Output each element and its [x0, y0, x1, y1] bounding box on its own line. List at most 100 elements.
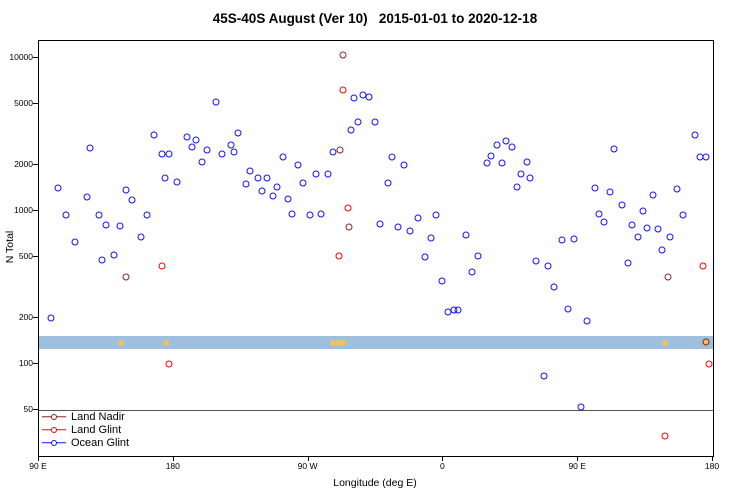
legend-label: Land Glint: [71, 423, 122, 436]
data-point-ocean-glint: [86, 144, 94, 152]
data-point-ocean-glint: [654, 225, 662, 233]
data-point-ocean-glint: [62, 211, 70, 219]
data-point-ocean-glint: [212, 98, 220, 106]
y-tick-label: 10000: [9, 52, 33, 63]
data-point-ocean-glint: [165, 150, 173, 158]
data-point-ocean-glint: [192, 136, 200, 144]
x-tick-mark: [172, 456, 174, 461]
data-point-ocean-glint: [474, 252, 482, 260]
data-point-ocean-glint: [526, 174, 534, 182]
data-point-ocean-glint: [161, 174, 169, 182]
data-point-ocean-glint: [263, 174, 271, 182]
data-point-ocean-glint: [288, 210, 296, 218]
data-point-ocean-glint: [618, 201, 626, 209]
band-mark: [329, 339, 336, 346]
band-mark: [163, 339, 170, 346]
data-point-ocean-glint: [454, 306, 462, 314]
data-point-ocean-glint: [427, 234, 435, 242]
y-tick-label: 50: [23, 404, 33, 414]
data-point-ocean-glint: [406, 227, 414, 235]
data-point-ocean-glint: [606, 188, 614, 196]
data-point-land-nadir: [345, 223, 353, 231]
y-tick-label: 5000: [14, 98, 33, 109]
legend-marker-icon: [42, 412, 66, 422]
data-point-ocean-glint: [279, 153, 287, 161]
data-point-ocean-glint: [269, 192, 277, 200]
data-point-ocean-glint: [540, 372, 548, 380]
data-point-ocean-glint: [294, 161, 302, 169]
band-mark: [118, 339, 125, 346]
data-point-land-glint: [339, 86, 347, 94]
data-point-ocean-glint: [666, 233, 674, 241]
data-point-ocean-glint: [624, 259, 632, 267]
y-tick-mark: [33, 256, 38, 258]
data-point-ocean-glint: [550, 283, 558, 291]
data-point-ocean-glint: [371, 118, 378, 126]
chart-title: 45S-40S August (Ver 10) 2015-01-01 to 20…: [212, 11, 538, 26]
data-point-land-glint: [699, 262, 706, 270]
data-point-ocean-glint: [246, 167, 254, 175]
data-point-ocean-glint: [483, 159, 491, 167]
legend-entry: Ocean Glint: [42, 436, 129, 449]
reference-line-50: [39, 410, 713, 411]
data-point-ocean-glint: [658, 246, 666, 254]
y-tick-mark: [33, 103, 38, 105]
x-tick-label: 180: [704, 461, 720, 471]
data-point-ocean-glint: [173, 178, 181, 186]
y-tick-label: 1000: [14, 205, 33, 216]
data-point-ocean-glint: [517, 170, 525, 178]
data-point-ocean-glint: [122, 186, 130, 194]
x-axis-label: Longitude (deg E): [333, 477, 417, 489]
data-point-ocean-glint: [388, 153, 396, 161]
data-point-ocean-glint: [600, 218, 608, 226]
data-point-ocean-glint: [312, 170, 320, 178]
data-point-ocean-glint: [143, 211, 151, 219]
data-point-land-nadir: [336, 146, 344, 154]
data-point-ocean-glint: [198, 158, 206, 166]
y-tick-mark: [33, 317, 38, 318]
data-point-ocean-glint: [227, 141, 235, 149]
data-point-ocean-glint: [350, 94, 358, 102]
y-tick-mark: [33, 57, 38, 59]
data-point-ocean-glint: [432, 211, 440, 219]
data-point-ocean-glint: [513, 183, 521, 191]
legend-marker-icon: [42, 438, 66, 448]
highlight-band: [39, 336, 713, 350]
legend: Land Nadir Land Glint Ocean Glint: [42, 410, 129, 449]
data-point-ocean-glint: [610, 145, 618, 153]
x-tick-mark: [307, 456, 309, 461]
data-point-ocean-glint: [83, 193, 91, 201]
data-point-ocean-glint: [508, 143, 516, 151]
data-point-ocean-glint: [414, 214, 422, 222]
data-point-land-glint: [158, 262, 166, 270]
data-point-ocean-glint: [691, 131, 699, 139]
data-point-ocean-glint: [421, 253, 429, 261]
legend-entry: Land Glint: [42, 423, 129, 436]
y-tick-mark: [33, 409, 38, 410]
data-point-land-nadir: [664, 273, 672, 281]
data-point-ocean-glint: [595, 210, 603, 218]
legend-entry: Land Nadir: [42, 410, 129, 423]
data-point-ocean-glint: [643, 224, 651, 232]
data-point-ocean-glint: [347, 126, 355, 134]
legend-label: Land Nadir: [71, 410, 125, 423]
data-point-land-glint: [705, 360, 712, 368]
band-mark: [662, 339, 669, 346]
data-point-ocean-glint: [317, 210, 325, 218]
data-point-ocean-glint: [365, 93, 372, 101]
data-point-ocean-glint: [649, 191, 657, 199]
data-point-land-glint: [335, 252, 343, 260]
data-point-ocean-glint: [384, 179, 392, 187]
data-point-ocean-glint: [258, 187, 266, 195]
data-point-ocean-glint: [487, 152, 495, 160]
data-point-ocean-glint: [523, 158, 531, 166]
data-point-ocean-glint: [462, 231, 470, 239]
data-point-land-glint: [344, 204, 352, 212]
data-point-ocean-glint: [468, 268, 476, 276]
data-point-ocean-glint: [284, 195, 292, 203]
data-point-ocean-glint: [564, 305, 572, 313]
x-tick-label: 180: [165, 461, 180, 471]
data-point-ocean-glint: [203, 146, 211, 154]
y-tick-label: 500: [18, 251, 33, 262]
data-point-ocean-glint: [354, 118, 362, 126]
